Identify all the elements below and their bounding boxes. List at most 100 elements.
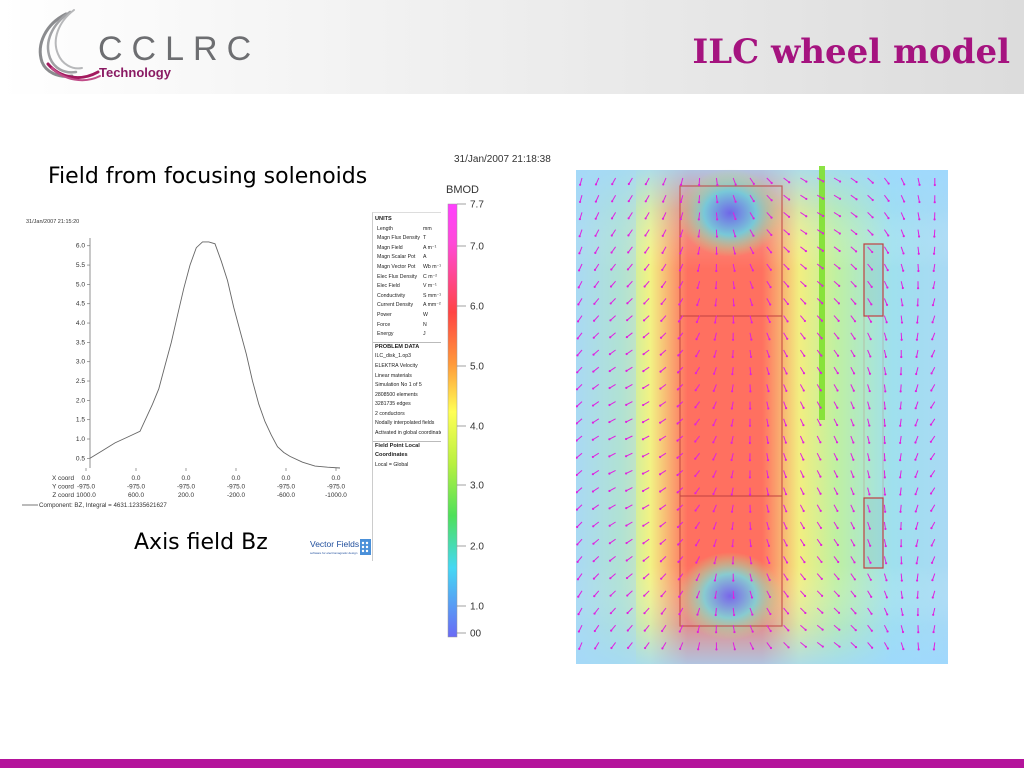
- field-arrow-head: [901, 304, 904, 307]
- field-arrow: [695, 504, 701, 511]
- field-arrow: [731, 453, 734, 461]
- field-arrow: [799, 435, 804, 443]
- field-arrow-head: [852, 372, 856, 375]
- field-arrow: [659, 435, 667, 441]
- field-arrow-head: [836, 492, 839, 495]
- field-arrow: [883, 367, 887, 375]
- field-arrow-head: [714, 287, 718, 290]
- field-arrow: [867, 573, 872, 581]
- field-arrow: [916, 556, 919, 564]
- field-arrow-head: [661, 234, 664, 237]
- field-arrow: [662, 194, 667, 202]
- field-arrow-head: [784, 493, 788, 496]
- field-arrow: [626, 349, 633, 355]
- field-arrow: [833, 246, 840, 252]
- field-arrow-head: [819, 526, 823, 530]
- field-arrow-head: [805, 197, 808, 201]
- field-arrow: [883, 229, 889, 236]
- field-arrow: [833, 607, 840, 614]
- field-arrow-head: [695, 578, 698, 582]
- field-arrow: [609, 383, 616, 389]
- field-arrow-head: [852, 406, 855, 410]
- field-arrow-head: [838, 232, 841, 235]
- field-arrow-head: [644, 217, 647, 220]
- field-arrow-head: [769, 286, 772, 289]
- field-arrow: [610, 315, 616, 321]
- field-arrow: [833, 624, 840, 631]
- field-arrow-head: [855, 232, 858, 236]
- field-arrow: [766, 521, 770, 529]
- field-arrow-head: [592, 387, 595, 390]
- field-arrow: [833, 556, 839, 563]
- field-arrow: [712, 470, 717, 477]
- field-arrow-head: [854, 629, 857, 632]
- field-arrow-head: [576, 422, 578, 425]
- y-tick-label: 3.5: [76, 339, 85, 346]
- field-arrow-head: [678, 595, 681, 598]
- field-arrow: [867, 435, 870, 443]
- field-arrow-head: [819, 423, 822, 427]
- field-arrow: [592, 469, 600, 475]
- field-arrow-head: [901, 613, 904, 616]
- field-arrow: [816, 521, 822, 529]
- field-arrow-head: [610, 217, 614, 220]
- field-arrow-head: [820, 560, 823, 564]
- field-arrow: [799, 504, 805, 512]
- field-arrow-head: [820, 577, 823, 580]
- field-arrow-head: [933, 183, 936, 187]
- unit-row: Force N: [377, 321, 427, 328]
- field-arrow: [766, 504, 769, 512]
- field-arrow-head: [644, 200, 647, 203]
- field-arrow: [933, 246, 936, 254]
- field-arrow-head: [712, 389, 715, 392]
- field-arrow-head: [626, 629, 629, 632]
- field-arrow-head: [679, 183, 683, 186]
- field-arrow-head: [627, 217, 630, 220]
- field-arrow: [783, 194, 790, 200]
- field-arrow-head: [676, 491, 679, 494]
- y-tick-label: 3.0: [76, 359, 85, 366]
- field-arrow-head: [837, 577, 840, 581]
- field-arrow-head: [716, 218, 719, 221]
- field-arrow: [883, 246, 889, 254]
- field-arrow: [592, 383, 600, 389]
- field-arrow-head: [730, 476, 733, 479]
- field-arrow: [749, 298, 753, 306]
- field-arrow-head: [914, 458, 917, 461]
- field-arrow-head: [625, 541, 628, 545]
- field-arrow-head: [626, 285, 629, 288]
- field-arrow: [696, 332, 701, 340]
- field-arrow: [661, 642, 667, 649]
- field-arrow-head: [592, 560, 595, 563]
- field-arrow: [783, 435, 787, 443]
- field-arrow-head: [712, 424, 715, 427]
- unit-row: Magn Scalar Pot A: [377, 254, 427, 261]
- field-arrow-head: [641, 421, 645, 424]
- field-arrow: [644, 624, 650, 631]
- field-arrow-head: [869, 561, 872, 564]
- field-arrow-head: [803, 594, 807, 598]
- field-arrow-head: [716, 201, 719, 204]
- y-tick-label: 1.5: [76, 417, 85, 424]
- field-arrow: [833, 280, 840, 287]
- cclrc-swirl-logo-icon: [38, 9, 101, 82]
- field-arrow-head: [730, 424, 733, 427]
- field-arrow: [900, 229, 905, 237]
- field-arrow: [577, 590, 583, 597]
- field-arrow: [930, 470, 936, 477]
- field-arrow: [576, 521, 583, 528]
- field-arrow: [816, 624, 823, 631]
- field-arrow: [642, 452, 650, 457]
- field-arrow-head: [662, 200, 665, 203]
- field-arrow: [850, 573, 856, 580]
- field-arrow: [678, 298, 684, 305]
- field-arrow: [661, 607, 667, 614]
- field-arrow-head: [609, 577, 612, 580]
- field-arrow-head: [916, 321, 919, 324]
- unit-row: Magn Field A m⁻¹: [377, 244, 437, 251]
- coord-cell: 200.0: [178, 492, 194, 499]
- field-arrow: [800, 332, 806, 339]
- field-arrow-head: [712, 510, 715, 513]
- field-arrow: [609, 469, 616, 475]
- field-arrow-head: [679, 235, 682, 238]
